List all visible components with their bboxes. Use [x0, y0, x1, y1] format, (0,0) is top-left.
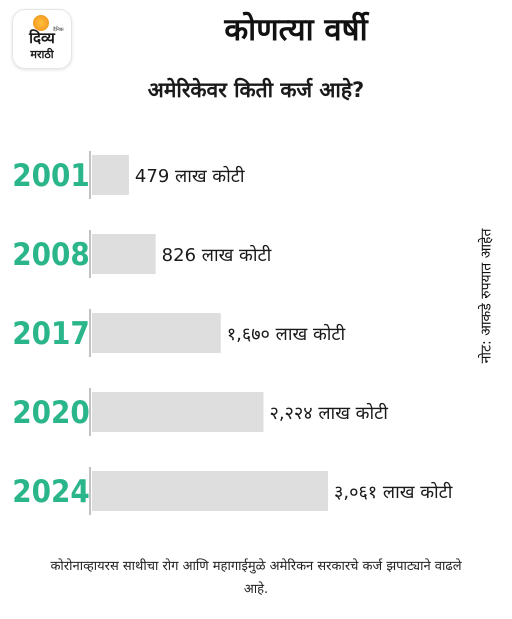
year-label-2024: 2024: [12, 474, 90, 510]
page-title: कोणत्या वर्षी: [224, 12, 368, 48]
bar-2008: [92, 234, 156, 274]
value-label-2020: २,२२४ लाख कोटी: [269, 402, 388, 424]
bar-chart: 2001 479 लाख कोटी 2008 826 लाख कोटी 2017 १,६७…: [12, 151, 453, 515]
chart-subtitle: अमेरिकेवर किती कर्ज आहे?: [147, 78, 365, 102]
year-label-2017: 2017: [12, 316, 90, 352]
bar-2001: [92, 155, 129, 195]
bar-2020: [92, 392, 264, 432]
bar-2017: [92, 313, 221, 353]
logo-word-1: दिव्य: [29, 29, 55, 47]
year-label-2001: 2001: [12, 158, 90, 194]
logo: दैनिक दिव्य मराठी: [13, 10, 71, 68]
year-label-2008: 2008: [12, 237, 90, 273]
logo-small-text: दैनिक: [53, 27, 64, 33]
year-label-2020: 2020: [12, 395, 90, 431]
footnote: कोरोनाव्हायरस साथीचा रोग आणि महागाईमुळे …: [50, 559, 462, 597]
rotated-note: नोट: आकडे रुपयात आहेत: [478, 228, 495, 364]
logo-word-2: मराठी: [30, 48, 54, 61]
value-label-2008: 826 लाख कोटी: [162, 244, 272, 266]
value-label-2017: १,६७० लाख कोटी: [227, 323, 346, 345]
value-label-2024: ३,०६१ लाख कोटी: [334, 481, 453, 503]
bar-2024: [92, 471, 328, 511]
value-label-2001: 479 लाख कोटी: [135, 165, 245, 187]
sun-icon: [33, 15, 49, 31]
